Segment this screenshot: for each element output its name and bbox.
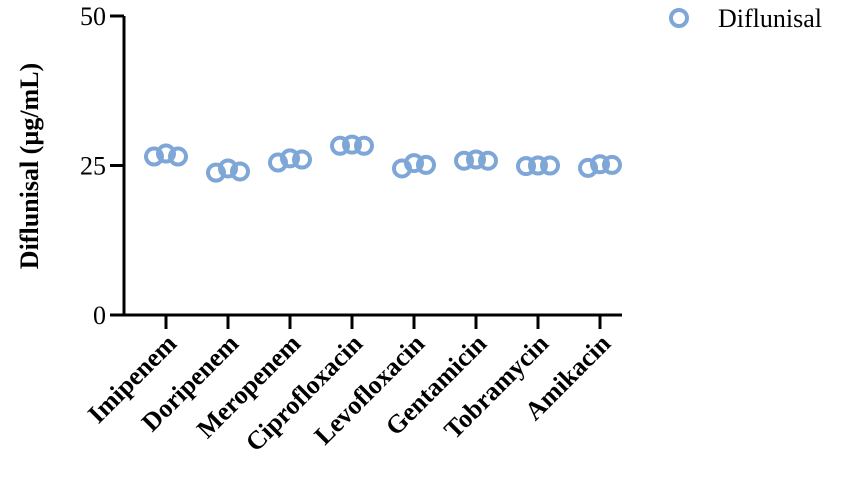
data-point — [466, 149, 486, 170]
y-ticks: 0 25 50 — [80, 2, 124, 330]
y-tick-label: 50 — [80, 2, 106, 31]
data-point — [330, 135, 350, 156]
data-point — [404, 153, 424, 174]
data-point — [416, 154, 436, 175]
data-point — [156, 143, 176, 164]
legend: Diflunisal — [669, 4, 822, 33]
data-point — [230, 161, 250, 182]
legend-marker-icon — [669, 8, 689, 28]
data-points — [144, 134, 622, 183]
data-point — [342, 134, 362, 155]
y-tick-label: 25 — [80, 152, 106, 181]
data-point — [578, 157, 598, 178]
data-point — [144, 146, 164, 167]
data-point — [280, 148, 300, 169]
data-point — [590, 154, 610, 175]
data-point — [516, 156, 536, 177]
y-tick-label: 0 — [93, 301, 106, 330]
legend-label: Diflunisal — [718, 4, 822, 33]
data-point — [206, 162, 226, 183]
data-point — [292, 149, 312, 170]
data-point — [528, 155, 548, 176]
data-point — [268, 152, 288, 173]
data-point — [354, 135, 374, 156]
y-axis-label: Diflunisal (µg/mL) — [15, 63, 44, 269]
data-point — [218, 158, 238, 179]
x-ticks: ImipenemDoripenemMeropenemCiprofloxacinL… — [82, 315, 617, 457]
data-point — [602, 154, 622, 175]
data-point — [454, 150, 474, 171]
data-point — [540, 155, 560, 176]
data-point — [168, 146, 188, 167]
data-point — [478, 150, 498, 171]
